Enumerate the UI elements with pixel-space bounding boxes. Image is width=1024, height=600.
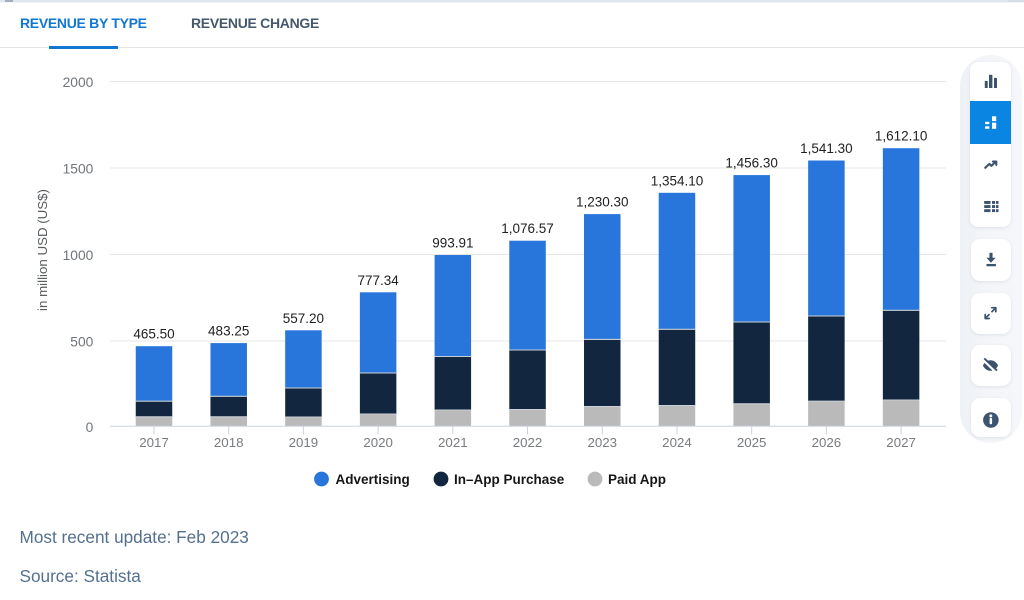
svg-text:1500: 1500 (63, 162, 94, 177)
svg-text:1,354.10: 1,354.10 (651, 173, 704, 188)
svg-text:483.25: 483.25 (208, 324, 249, 339)
svg-text:2023: 2023 (587, 435, 617, 450)
svg-text:777.34: 777.34 (357, 273, 399, 288)
svg-text:Advertising: Advertising (336, 472, 410, 487)
svg-text:2021: 2021 (438, 435, 468, 450)
svg-text:500: 500 (70, 335, 93, 350)
svg-text:2019: 2019 (289, 435, 319, 450)
svg-text:557.20: 557.20 (283, 311, 324, 326)
svg-text:1000: 1000 (63, 248, 94, 263)
svg-text:1,456.30: 1,456.30 (725, 156, 778, 171)
svg-text:2024: 2024 (662, 435, 692, 450)
svg-text:2020: 2020 (363, 435, 393, 450)
svg-text:Paid App: Paid App (608, 472, 666, 487)
svg-text:in million USD (US$): in million USD (US$) (35, 189, 50, 311)
svg-text:465.50: 465.50 (133, 327, 174, 342)
svg-text:In–App Purchase: In–App Purchase (454, 472, 565, 487)
svg-text:2025: 2025 (737, 435, 767, 450)
svg-text:2017: 2017 (139, 435, 169, 450)
svg-text:2027: 2027 (886, 435, 916, 450)
svg-text:1,230.30: 1,230.30 (576, 195, 629, 210)
svg-text:2018: 2018 (214, 435, 244, 450)
svg-text:993.91: 993.91 (432, 236, 473, 251)
svg-text:1,076.57: 1,076.57 (501, 221, 554, 236)
svg-text:2026: 2026 (812, 435, 842, 450)
svg-text:2022: 2022 (513, 435, 543, 450)
svg-text:0: 0 (86, 420, 94, 435)
svg-text:2000: 2000 (63, 75, 94, 90)
svg-text:1,541.30: 1,541.30 (800, 141, 853, 156)
svg-text:1,612.10: 1,612.10 (875, 129, 928, 144)
